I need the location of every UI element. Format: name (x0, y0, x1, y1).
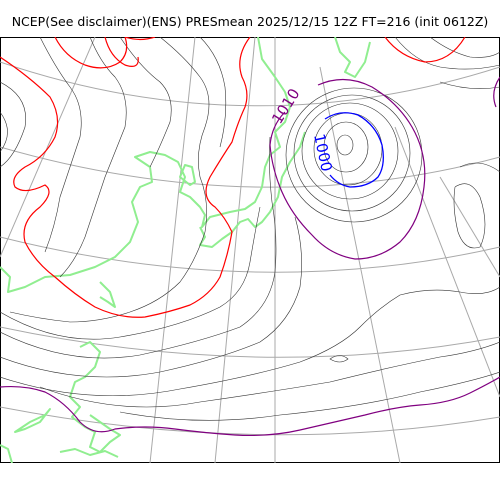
meridian-line (214, 37, 256, 463)
meridian-line (0, 37, 96, 258)
isobar (293, 94, 411, 212)
latitude-line (0, 406, 500, 436)
isobar (39, 341, 500, 408)
latitude-line (0, 326, 500, 358)
meridian-line (319, 66, 401, 463)
coastline (0, 37, 291, 293)
isobar (199, 37, 227, 148)
latitude-line (0, 146, 500, 188)
isobar-1020 (124, 37, 156, 41)
isobar (323, 121, 369, 173)
coastline (14, 408, 51, 433)
coastline (59, 448, 119, 458)
coastline (0, 444, 13, 463)
meridian-line (149, 37, 196, 463)
isobar (119, 37, 172, 168)
latitude-line (0, 236, 500, 273)
isobar (453, 183, 486, 249)
isobars-1010 (0, 76, 500, 437)
isobar-1010 (493, 76, 500, 108)
coastline (199, 131, 306, 248)
isobar (301, 102, 399, 200)
isobar (459, 162, 500, 173)
coastline (69, 341, 121, 453)
isobar (394, 37, 500, 70)
map-border (0, 37, 500, 463)
isobar-1010 (269, 78, 426, 260)
isobar-1020 (384, 37, 466, 63)
map-canvas: 1010 1000 (0, 37, 500, 463)
graticule (0, 37, 500, 463)
isobars-1020 (0, 37, 466, 318)
coastline (99, 281, 116, 308)
isobar-1000 (324, 112, 384, 188)
isobars-thin (0, 37, 500, 421)
pressure-map: 1010 1000 (0, 37, 500, 463)
coastline (179, 164, 196, 186)
low-center-isobars (285, 87, 423, 223)
latitude-line (0, 61, 500, 107)
coastlines (0, 37, 371, 463)
isobar (429, 37, 500, 58)
isobar (0, 136, 277, 359)
isobar (336, 134, 354, 156)
isobar (0, 81, 27, 168)
meridian-line (394, 126, 500, 398)
isobar (0, 216, 302, 378)
isobar-1020 (104, 37, 139, 67)
isobar-1020 (0, 37, 251, 318)
meridian-line (439, 176, 500, 278)
isobar (329, 355, 349, 363)
isobar (39, 37, 82, 253)
isobar (285, 87, 423, 223)
isobar (119, 371, 500, 421)
isobar-1020 (54, 37, 128, 69)
isobars-1000 (324, 112, 384, 188)
coastline (334, 37, 371, 78)
isobar (0, 206, 261, 340)
isobar (0, 111, 8, 153)
isobar (9, 37, 210, 323)
isobar-1010 (0, 376, 500, 437)
isobar (59, 37, 127, 278)
isobar (0, 286, 500, 397)
map-title: NCEP(See disclaimer)(ENS) PRESmean 2025/… (11, 14, 489, 29)
